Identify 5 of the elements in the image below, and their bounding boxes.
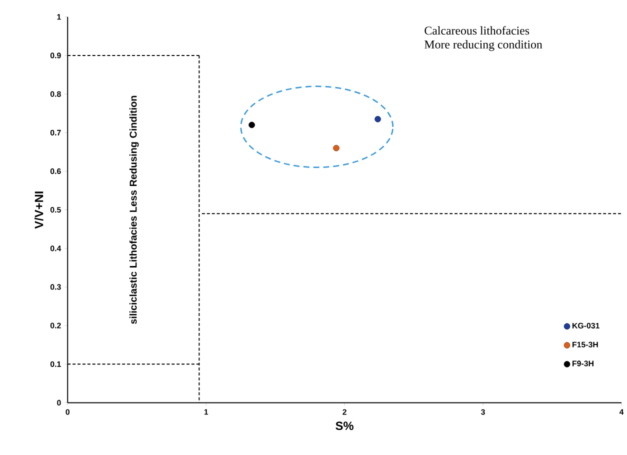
annotation: Calcareous lithofacies bbox=[424, 26, 530, 34]
x-axis-title: S% bbox=[336, 421, 354, 430]
annotation: More reducing condition bbox=[424, 40, 542, 51]
y-axis-title: V/V+NI bbox=[34, 191, 44, 229]
annotation: siliciclastic Lithofacies Less Redusing Cindition bbox=[129, 96, 139, 324]
